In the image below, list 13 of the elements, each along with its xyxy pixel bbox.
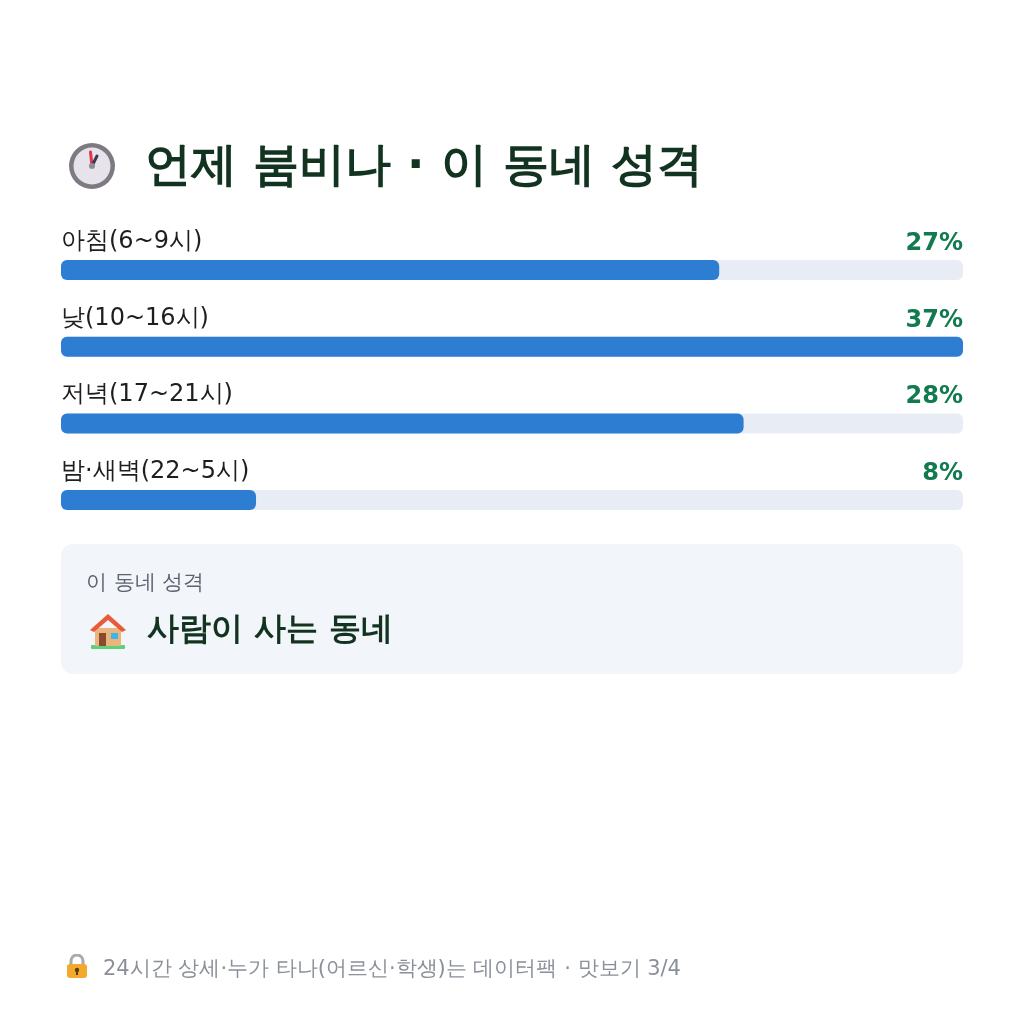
- bar: [61, 490, 257, 511]
- y-tick-label: 아침(6~9시): [61, 226, 203, 254]
- text: 24시간 상세·누가 타나(어르신·학생)는 데이터팩 · 맛보기 3/4: [103, 955, 681, 982]
- data-label: 28%: [905, 381, 963, 410]
- y-tick-label: 낮(10~16시): [61, 302, 209, 331]
- y-tick-label: 저녁(17~21시): [61, 379, 233, 408]
- y-tick-label: 밤·새벽(22~5시): [61, 456, 250, 485]
- chart-title: 언제 붐비나 · 이 동네 성격: [145, 136, 703, 193]
- text: 사람이 사는 동네: [147, 608, 394, 649]
- text: 이 동네 성격: [86, 569, 205, 596]
- data-label: 27%: [905, 228, 963, 256]
- data-label: 8%: [922, 458, 963, 487]
- data-label: 37%: [905, 304, 963, 333]
